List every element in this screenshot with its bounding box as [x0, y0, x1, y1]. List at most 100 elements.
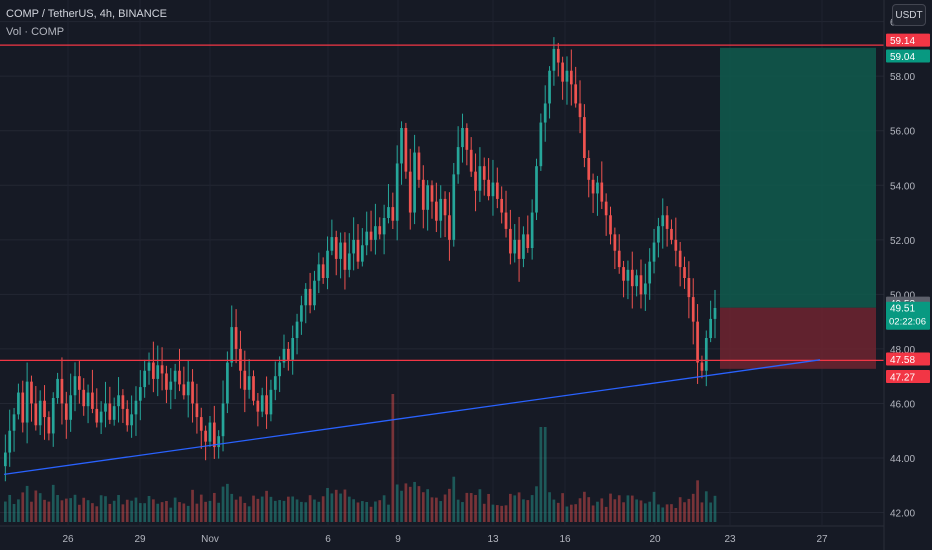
target-price-tag-bg [886, 49, 930, 63]
candle-body [421, 179, 425, 210]
volume-bar [125, 499, 129, 522]
volume-bar [326, 487, 329, 522]
volume-bar [382, 495, 386, 522]
volume-bar [173, 497, 177, 522]
volume-bar [678, 497, 682, 522]
volume-bar [439, 501, 443, 522]
volume-bar [117, 495, 120, 522]
candle-body [509, 228, 512, 254]
volume-bar [648, 501, 652, 522]
volume-bar [617, 495, 621, 522]
volume-bar [343, 489, 347, 522]
volume-bar [286, 496, 290, 522]
volume-bar [369, 506, 373, 522]
x-tick-label: 29 [134, 534, 146, 545]
volume-bar [30, 501, 33, 522]
y-tick-label: 50.00 [890, 290, 915, 301]
volume-bar [513, 495, 517, 522]
currency-button[interactable]: USDT [892, 4, 926, 26]
volume-bar [417, 486, 421, 522]
candle-body [448, 215, 451, 240]
candle-body [391, 207, 395, 221]
candle-body [30, 381, 33, 404]
volume-bar [600, 498, 604, 522]
candle-body [243, 370, 247, 390]
volume-bar [478, 489, 482, 522]
volume-bar [713, 495, 717, 522]
candle-body [495, 182, 499, 199]
candle-body [482, 166, 486, 180]
upper-line-price-tag-bg [886, 33, 930, 47]
volume-bar [73, 494, 77, 522]
volume-bar [147, 496, 151, 522]
candle-body [4, 452, 7, 467]
volume-bar [195, 503, 199, 522]
volume-bar [186, 505, 190, 522]
volume-bar [169, 507, 173, 522]
candle-body [670, 228, 673, 240]
candle-body [626, 269, 630, 281]
candle-body [439, 198, 443, 221]
volume-bar [426, 489, 430, 522]
volume-bar [700, 502, 704, 522]
volume-bar [583, 491, 586, 522]
volume-bar [78, 504, 81, 522]
candle-body [574, 84, 578, 104]
target-price-tag: 59.04 [890, 52, 915, 63]
volume-indicator-label[interactable]: Vol · COMP [6, 26, 65, 38]
volume-bar [204, 501, 207, 522]
candle-body [147, 362, 151, 371]
candle-body [278, 362, 281, 377]
candle-body [12, 414, 16, 431]
candle-body [704, 338, 708, 371]
volume-bar [609, 493, 612, 522]
candle-body [387, 207, 390, 218]
candle-body [465, 128, 469, 150]
countdown-tag: 02:22:06 [889, 317, 926, 328]
candle-body [583, 117, 586, 158]
volume-bar [313, 499, 316, 522]
candle-body [199, 417, 203, 431]
volume-bar [112, 500, 116, 522]
volume-bar [156, 503, 160, 522]
volume-bar [47, 501, 51, 522]
candle-body [569, 70, 573, 85]
volume-bar [691, 493, 695, 522]
candle-body [182, 384, 186, 396]
volume-bar [504, 505, 508, 522]
volume-bar [469, 493, 473, 522]
volume-bar [104, 496, 107, 522]
candle-body [326, 250, 329, 278]
candle-body [104, 403, 107, 412]
candle-body [282, 348, 286, 363]
candle-body [578, 103, 582, 118]
candle-body [117, 395, 120, 407]
candle-body [587, 158, 591, 180]
candle-body [38, 400, 42, 426]
volume-bar [230, 493, 234, 522]
candle-body [169, 381, 173, 390]
volume-bar [391, 394, 395, 522]
candle-body [99, 411, 103, 423]
volume-bar [8, 494, 12, 522]
volume-bar [578, 498, 582, 522]
candle-body [635, 275, 638, 287]
volume-bar [304, 502, 308, 522]
candle-body [395, 163, 399, 221]
candle-body [543, 103, 547, 123]
candle-body [252, 376, 255, 401]
candle-body [195, 403, 199, 418]
candle-body [234, 327, 238, 349]
candle-body [25, 381, 29, 423]
candle-body [82, 389, 86, 407]
volume-bar [21, 492, 25, 522]
candle-body [17, 392, 20, 415]
candle-body [639, 275, 643, 295]
candle-body [400, 128, 403, 164]
candle-body [173, 370, 177, 382]
candle-body [21, 392, 25, 423]
candle-body [73, 376, 77, 396]
symbol-title: COMP / TetherUS, 4h, BINANCE [6, 8, 167, 20]
candle-body [212, 422, 216, 448]
